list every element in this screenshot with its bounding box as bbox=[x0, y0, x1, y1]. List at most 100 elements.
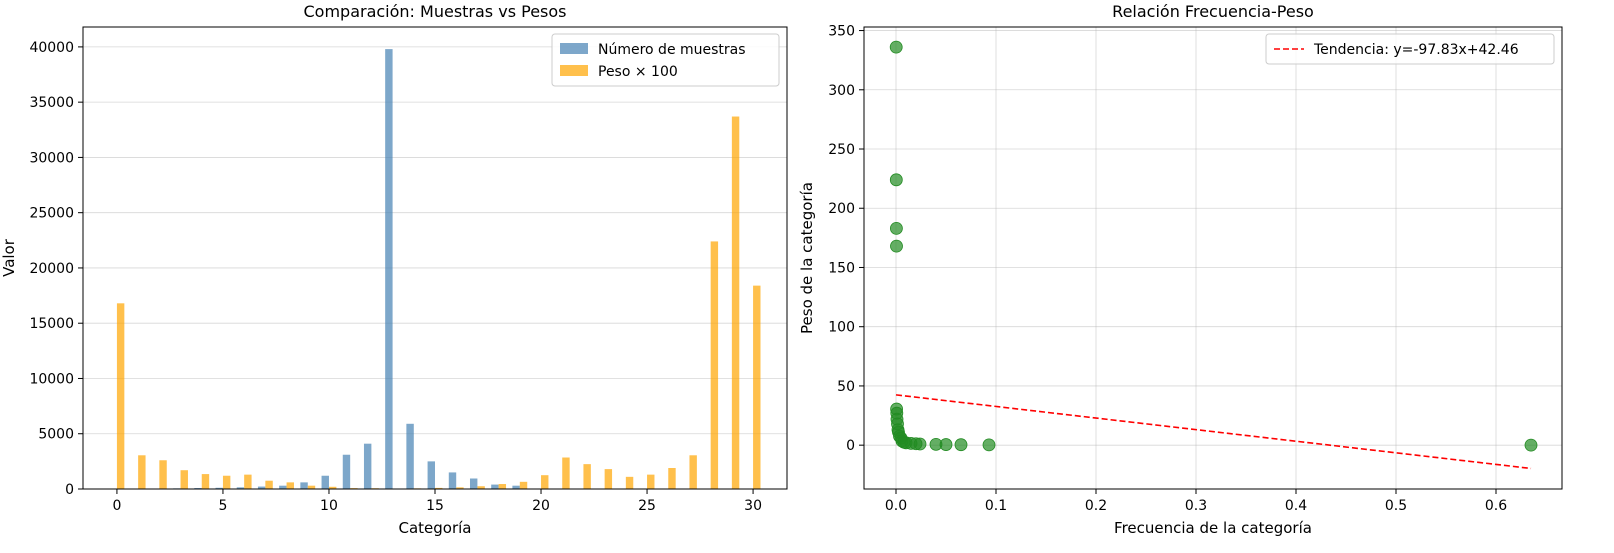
legend-box bbox=[1265, 33, 1555, 65]
bar-peso bbox=[116, 303, 125, 489]
bar-peso bbox=[604, 469, 613, 489]
y-tick-label: 5000 bbox=[38, 427, 74, 443]
plot-frame bbox=[863, 26, 1563, 490]
bar-peso bbox=[435, 487, 443, 489]
bar-muestras bbox=[491, 484, 499, 489]
bar-muestras bbox=[321, 475, 329, 489]
y-tick-label: 250 bbox=[828, 142, 855, 158]
bar-peso bbox=[689, 455, 697, 489]
x-axis-label: Categoría bbox=[398, 519, 471, 537]
x-tick-label: 20 bbox=[532, 498, 550, 514]
x-tick-label: 15 bbox=[426, 498, 444, 514]
bar-peso bbox=[519, 481, 528, 489]
scatter-point bbox=[889, 173, 903, 187]
y-tick-label: 0 bbox=[846, 438, 855, 454]
plot-frame bbox=[82, 26, 788, 490]
scatter-point bbox=[954, 438, 968, 452]
x-tick-label: 0.0 bbox=[885, 498, 907, 514]
scatter-point bbox=[889, 40, 903, 54]
bar-muestras bbox=[342, 454, 351, 489]
chart-title: Relación Frecuencia-Peso bbox=[1112, 2, 1314, 21]
y-axis-label: Valor bbox=[0, 238, 18, 277]
x-tick-label: 0.6 bbox=[1485, 498, 1507, 514]
bar-muestras bbox=[215, 487, 223, 489]
bar-peso bbox=[583, 464, 591, 489]
scatter-point bbox=[890, 221, 903, 235]
y-tick-label: 150 bbox=[828, 260, 855, 276]
y-tick-label: 350 bbox=[828, 24, 855, 40]
legend-label-peso: Peso × 100 bbox=[598, 64, 678, 80]
bar-peso bbox=[222, 475, 231, 489]
y-tick-label: 35000 bbox=[29, 95, 74, 111]
bar-muestras bbox=[427, 461, 435, 489]
bar-peso bbox=[731, 116, 740, 490]
y-tick-label: 30000 bbox=[29, 150, 74, 166]
legend-swatch-muestras bbox=[560, 43, 588, 54]
bar-peso bbox=[753, 285, 761, 489]
y-tick-label: 40000 bbox=[29, 40, 74, 56]
x-tick-label: 0.3 bbox=[1185, 498, 1207, 514]
bar-muestras bbox=[257, 486, 266, 489]
y-tick-label: 10000 bbox=[29, 371, 74, 387]
scatter-point bbox=[890, 239, 903, 253]
bar-peso bbox=[328, 486, 337, 489]
x-axis-label: Frecuencia de la categoría bbox=[1114, 519, 1312, 537]
chart-title: Comparación: Muestras vs Pesos bbox=[303, 2, 566, 21]
y-tick-label: 20000 bbox=[29, 261, 74, 277]
y-tick-label: 50 bbox=[837, 379, 855, 395]
bar-peso bbox=[625, 476, 634, 489]
y-tick-label: 15000 bbox=[29, 316, 74, 332]
bar-peso bbox=[647, 474, 655, 489]
y-tick-label: 200 bbox=[828, 201, 855, 217]
bar-muestras bbox=[512, 485, 520, 489]
legend-swatch-peso bbox=[560, 65, 588, 76]
x-tick-label: 0.1 bbox=[985, 498, 1007, 514]
bar-peso bbox=[286, 482, 294, 489]
legend-label-muestras: Número de muestras bbox=[598, 42, 746, 58]
bar-peso bbox=[668, 468, 676, 489]
bar-muestras bbox=[236, 487, 245, 489]
bar-muestras bbox=[406, 423, 414, 489]
x-tick-label: 25 bbox=[638, 498, 656, 514]
x-tick-label: 5 bbox=[218, 498, 227, 514]
x-tick-label: 10 bbox=[320, 498, 338, 514]
legend-box bbox=[551, 33, 780, 87]
bar-muestras bbox=[385, 49, 393, 490]
bar-peso bbox=[244, 474, 252, 489]
x-tick-label: 0 bbox=[112, 498, 121, 514]
bar-peso bbox=[710, 241, 719, 489]
bar-peso bbox=[562, 457, 570, 489]
y-tick-label: 25000 bbox=[29, 206, 74, 222]
trend-line bbox=[895, 394, 1532, 470]
x-tick-label: 30 bbox=[744, 498, 762, 514]
bar-peso bbox=[201, 474, 210, 489]
bar-peso bbox=[180, 470, 188, 489]
y-tick-label: 0 bbox=[65, 482, 74, 498]
scatter-point bbox=[913, 437, 927, 451]
scatter-point bbox=[982, 438, 996, 452]
bar-peso bbox=[307, 485, 316, 489]
bar-peso bbox=[541, 475, 549, 489]
bar-muestras bbox=[469, 478, 478, 489]
bar-muestras bbox=[448, 472, 457, 489]
bar-peso bbox=[265, 480, 273, 489]
x-tick-label: 0.2 bbox=[1085, 498, 1107, 514]
bar-muestras bbox=[363, 443, 372, 489]
scatter-chart: 0.0 0.1 0.2 0.3 0.4 0.5 0.6 0 50 100 150 200 250 300 3… bbox=[798, 2, 1563, 537]
scatter-point bbox=[939, 438, 953, 451]
x-tick-label: 0.5 bbox=[1385, 498, 1407, 514]
x-tick-label: 0.4 bbox=[1285, 498, 1307, 514]
bar-peso bbox=[138, 455, 146, 489]
bar-chart: 0 5 10 15 20 25 30 0 5000 10000 15000 20000 25000 300… bbox=[0, 2, 788, 537]
bar-muestras bbox=[279, 485, 287, 489]
y-tick-label: 100 bbox=[828, 320, 855, 336]
bar-peso bbox=[498, 484, 507, 489]
scatter-point bbox=[1524, 438, 1538, 452]
bar-peso bbox=[456, 487, 464, 489]
y-axis-label: Peso de la categoría bbox=[798, 182, 816, 334]
legend-label-trend: Tendencia: y=-97.83x+42.46 bbox=[1313, 42, 1519, 58]
bar-muestras bbox=[300, 482, 308, 489]
bar-peso bbox=[477, 486, 485, 489]
y-tick-label: 300 bbox=[828, 83, 855, 99]
